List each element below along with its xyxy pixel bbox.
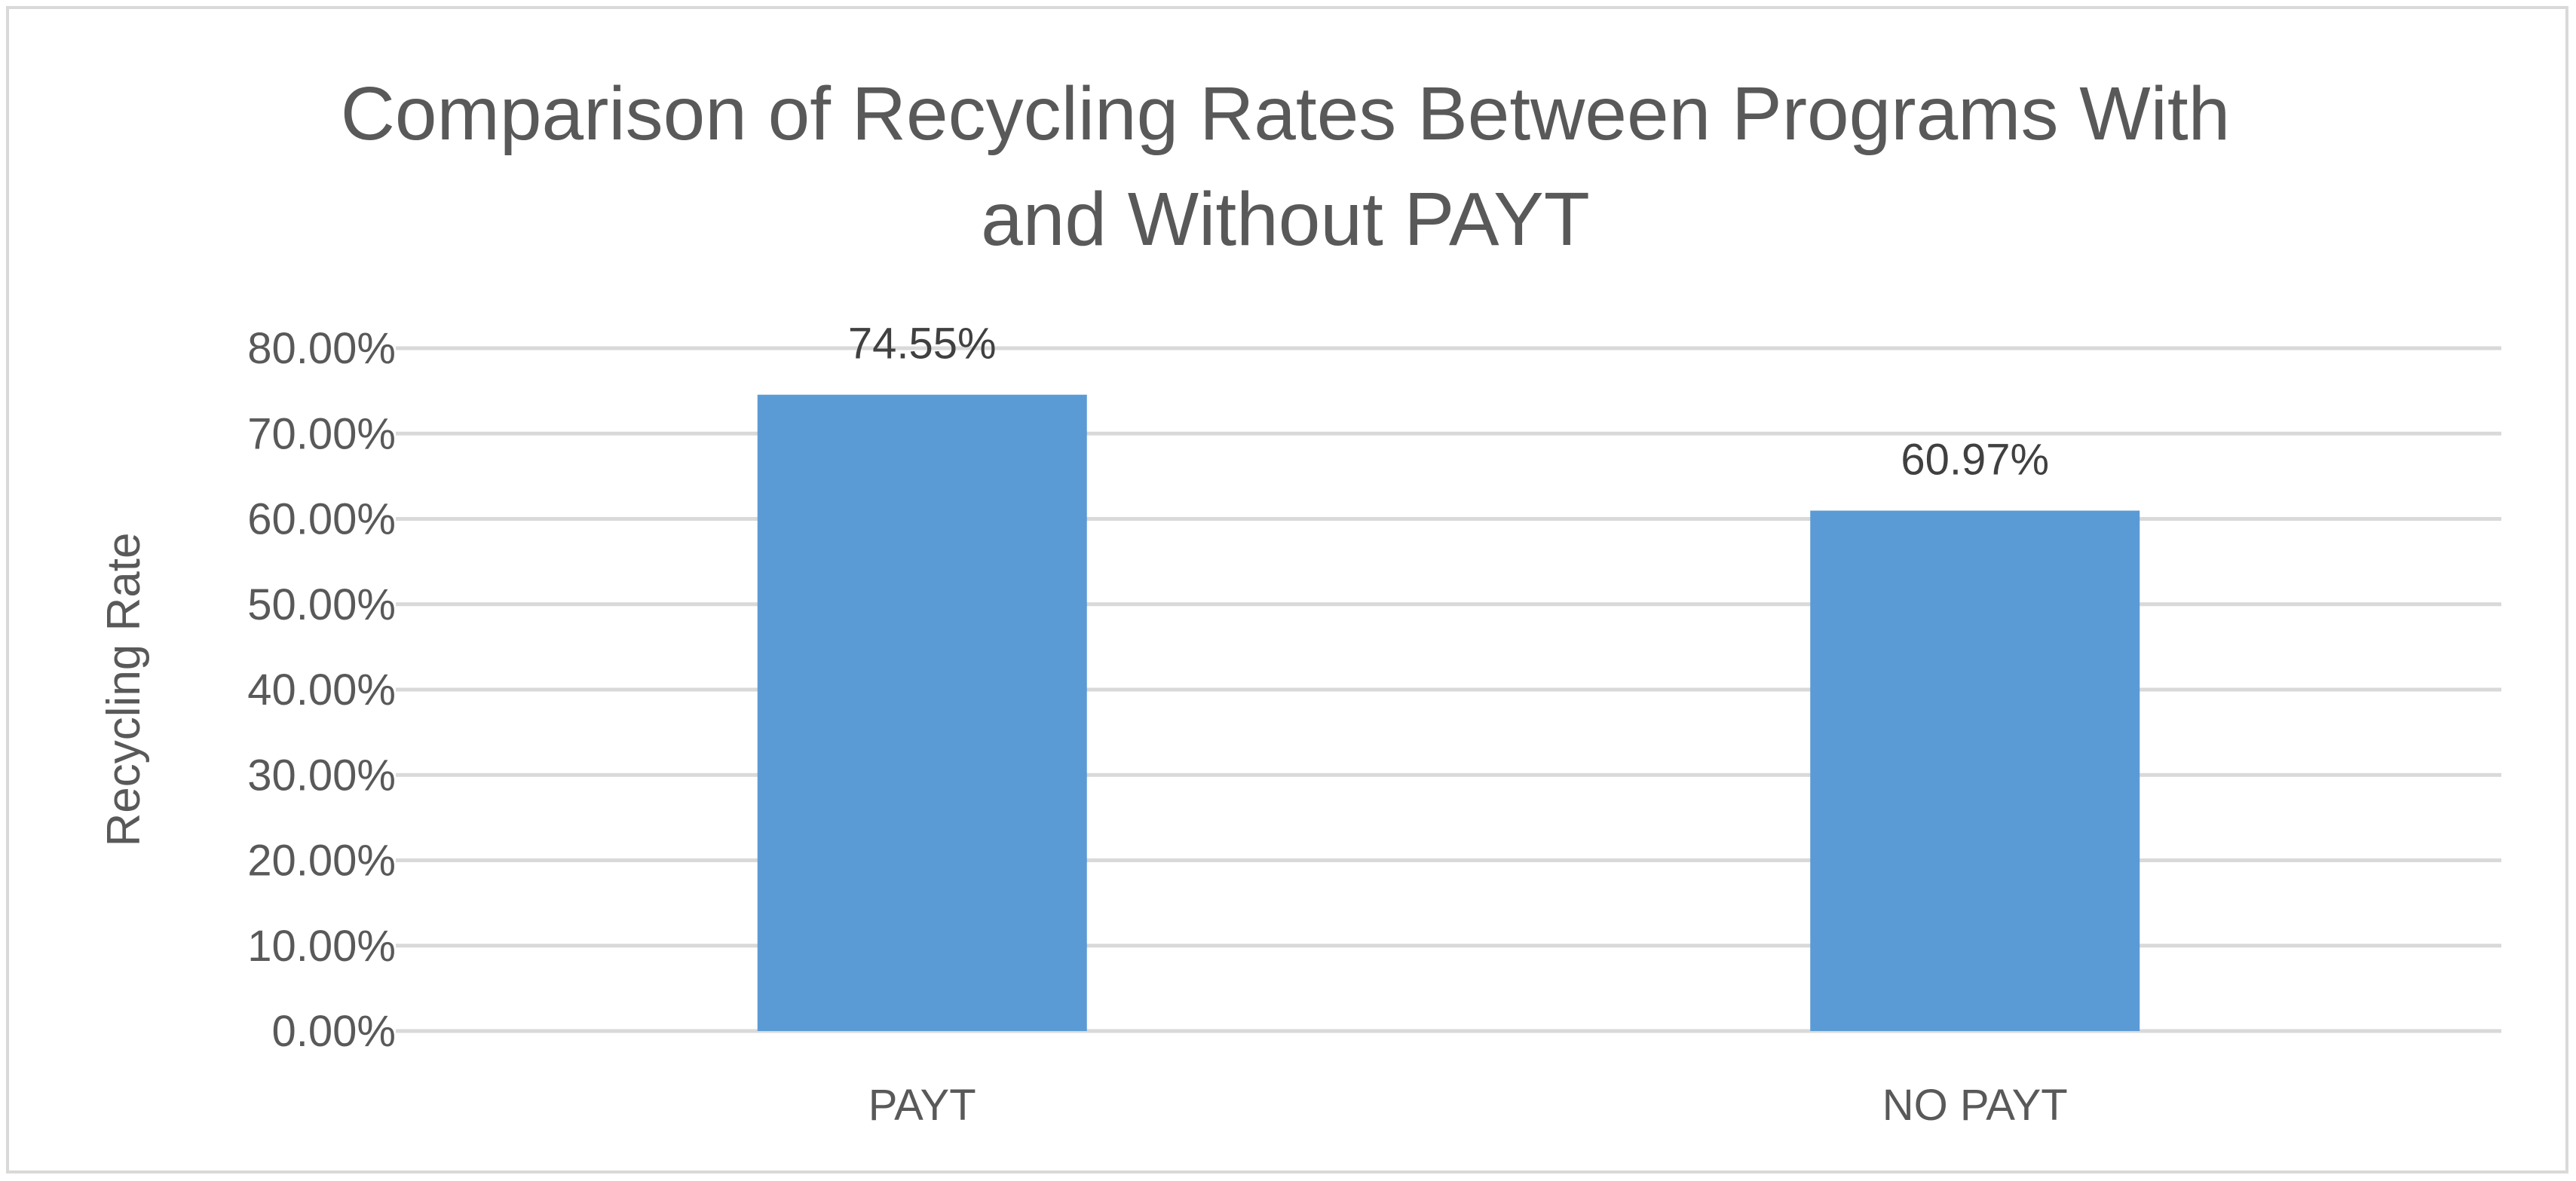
- data-labels: 74.55% 60.97%: [848, 320, 2049, 485]
- y-tick-label: 30.00%: [247, 751, 396, 800]
- y-tick-label: 0.00%: [272, 1007, 396, 1056]
- y-tick-label: 20.00%: [247, 837, 396, 886]
- y-tick-label: 50.00%: [247, 580, 396, 629]
- x-tick-label: PAYT: [868, 1081, 976, 1130]
- x-axis-ticks: PAYT NO PAYT: [868, 1081, 2068, 1130]
- data-label: 74.55%: [848, 320, 997, 369]
- bar-no-payt: [1810, 510, 2140, 1031]
- y-tick-label: 40.00%: [247, 665, 396, 714]
- gridlines: [396, 346, 2501, 1033]
- y-tick-label: 60.00%: [247, 495, 396, 544]
- y-axis-ticks: 0.00% 10.00% 20.00% 30.00% 40.00% 50.00% 60.00…: [247, 324, 396, 1056]
- x-tick-label: NO PAYT: [1882, 1081, 2068, 1130]
- chart-frame: [6, 6, 2568, 1173]
- bar-payt: [757, 394, 1087, 1031]
- y-axis-title: Recycling Rate: [98, 533, 150, 847]
- y-tick-label: 80.00%: [247, 324, 396, 373]
- y-tick-label: 70.00%: [247, 409, 396, 458]
- bars: [757, 394, 2140, 1031]
- chart-title-line-2: and Without PAYT: [981, 177, 1590, 262]
- y-tick-label: 10.00%: [247, 922, 396, 971]
- chart-title-line-1: Comparison of Recycling Rates Between Pr…: [341, 72, 2231, 156]
- data-label: 60.97%: [1901, 436, 2049, 485]
